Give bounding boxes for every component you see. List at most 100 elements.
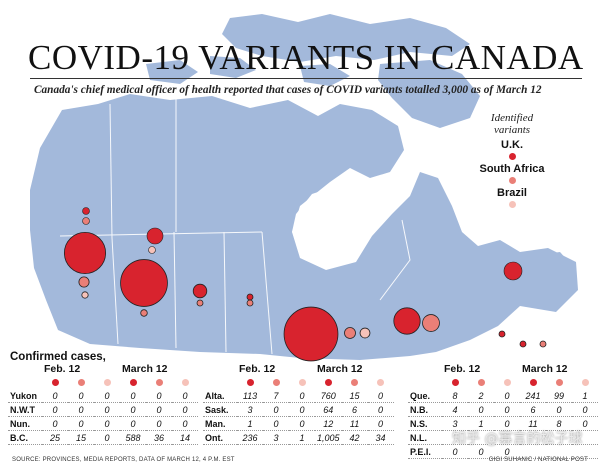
case-value: 0 — [94, 430, 120, 445]
province-label: Ont. — [203, 430, 237, 445]
mainland — [30, 94, 578, 360]
watermark: 知乎 @寡言的松子球 — [452, 431, 583, 447]
case-value: 3 — [442, 416, 468, 431]
case-value: 0 — [263, 402, 289, 417]
province-label: N.L. — [408, 430, 442, 445]
province-label: N.W.T — [8, 402, 42, 417]
province-label: P.E.I. — [408, 444, 442, 459]
case-value: 0 — [94, 389, 120, 403]
source-note: SOURCE: PROVINCES, MEDIA REPORTS, DATA O… — [12, 457, 235, 463]
table-row: P.E.I. 0 0 0 — [408, 444, 598, 459]
case-value: 11 — [341, 416, 368, 431]
marker-ns-uk — [519, 340, 527, 348]
province-label: N.S. — [408, 416, 442, 431]
legend-dot-uk — [508, 153, 516, 160]
case-value: 0 — [367, 402, 394, 417]
date-feb: Feb. 12 — [239, 363, 276, 375]
case-value: 241 — [520, 389, 546, 403]
case-value — [468, 430, 494, 445]
province-label: N.B. — [408, 402, 442, 417]
legend-title: Identified variants — [490, 112, 534, 136]
south-africa-dot-icon — [555, 378, 563, 386]
case-value: 0 — [367, 389, 394, 403]
brazil-dot-icon — [503, 378, 511, 386]
case-value — [546, 444, 572, 459]
marker-extra — [148, 246, 156, 254]
case-value: 6 — [520, 402, 546, 417]
brazil-dot-icon — [181, 378, 189, 386]
province-label: B.C. — [8, 430, 42, 445]
cases-table-west: Feb. 12 March 12 Yukon 0 0 0 0 0 0 N.W.T 0 0 0 0 0 0 Nun… — [8, 362, 198, 445]
case-value: 0 — [120, 389, 146, 403]
case-value: 1 — [572, 389, 598, 403]
marker-alta-uk — [120, 259, 168, 307]
province-label: Nun. — [8, 416, 42, 431]
case-value — [520, 430, 546, 445]
table-row: Que. 8 2 0 241 99 1 — [408, 389, 598, 403]
case-value: 99 — [546, 389, 572, 403]
south-africa-dot-icon — [351, 378, 359, 386]
newfoundland — [530, 252, 576, 300]
marker-extra — [82, 217, 90, 225]
legend-label: South Africa — [479, 163, 545, 175]
case-value: 0 — [442, 444, 468, 459]
marker-extra — [146, 227, 164, 245]
case-value — [572, 444, 598, 459]
credit-note: GIGI SUHANIC / NATIONAL POST — [488, 457, 588, 463]
uk-dot-icon — [51, 378, 59, 386]
hudson-bay — [292, 186, 378, 262]
table-row: N.S. 3 1 0 11 8 0 — [408, 416, 598, 431]
table-row: N.L. — [408, 430, 598, 445]
case-value: 0 — [68, 389, 94, 403]
case-value: 8 — [442, 389, 468, 403]
table-row: Yukon 0 0 0 0 0 0 — [8, 389, 198, 403]
marker-que-southafrica — [422, 314, 440, 332]
date-mar: March 12 — [317, 363, 363, 375]
case-value: 0 — [494, 389, 520, 403]
case-value: 6 — [341, 402, 368, 417]
cases-table-east: Feb. 12 March 12 Que. 8 2 0 241 99 1 N.B. 4 0 0 6 0 0 N.… — [408, 362, 598, 459]
case-value: 0 — [289, 389, 315, 403]
case-value: 0 — [42, 416, 68, 431]
case-value: 0 — [546, 402, 572, 417]
legend-item-uk: U.K. — [476, 139, 548, 160]
case-value: 1 — [237, 416, 263, 431]
case-value: 0 — [572, 416, 598, 431]
case-value: 64 — [315, 402, 342, 417]
case-value — [494, 430, 520, 445]
marker-ont-brazil — [359, 327, 371, 339]
table-row: Man. 1 0 0 12 11 0 — [203, 416, 394, 431]
south-africa-dot-icon — [477, 378, 485, 386]
case-value: 0 — [120, 402, 146, 417]
case-value: 0 — [468, 444, 494, 459]
legend-dot-brazil — [508, 201, 516, 208]
marker-man-uk — [246, 293, 254, 301]
page-title: COVID-19 VARIANTS IN CANADA — [28, 38, 584, 77]
case-value: 3 — [263, 430, 289, 445]
table-row: Ont. 236 3 1 1,005 42 34 — [203, 430, 394, 445]
case-value: 0 — [146, 416, 172, 431]
case-value: 15 — [341, 389, 368, 403]
uk-dot-icon — [529, 378, 537, 386]
case-value: 15 — [68, 430, 94, 445]
brazil-dot-icon — [581, 378, 589, 386]
legend-item-brazil: Brazil — [476, 187, 548, 208]
case-value — [546, 430, 572, 445]
south-africa-dot-icon — [155, 378, 163, 386]
case-value: 14 — [172, 430, 198, 445]
table-row: B.C. 25 15 0 588 36 14 — [8, 430, 198, 445]
marker-que-uk — [393, 307, 421, 335]
brazil-dot-icon — [103, 378, 111, 386]
brazil-dot-icon — [298, 378, 306, 386]
case-value: 0 — [263, 416, 289, 431]
case-value: 1 — [468, 416, 494, 431]
case-value: 0 — [42, 389, 68, 403]
case-value — [442, 430, 468, 445]
case-value: 0 — [367, 416, 394, 431]
legend: Identified variants U.K. South Africa Br… — [476, 112, 548, 211]
case-value: 4 — [442, 402, 468, 417]
uk-dot-icon — [129, 378, 137, 386]
marker-bc-southafrica — [78, 276, 90, 288]
